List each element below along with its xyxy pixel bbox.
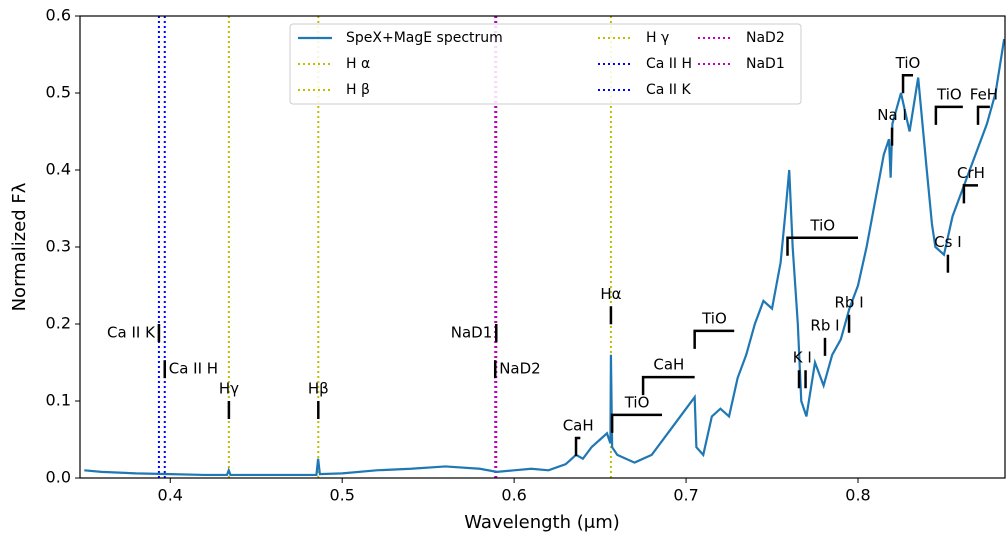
legend-label: NaD2: [746, 30, 785, 46]
feature-label: TiO: [895, 54, 921, 72]
feature-bracket: [786, 236, 858, 256]
legend-box: [289, 23, 802, 105]
x-axis-label: Wavelength (μm): [464, 512, 620, 533]
feature-label: Rb I: [834, 293, 863, 311]
legend-label: H α: [346, 56, 370, 72]
feature-label: NaD2: [499, 360, 541, 378]
feature-label: TiO: [624, 393, 650, 411]
feature-bracket: [901, 74, 914, 94]
feature-bracket: [693, 329, 735, 349]
feature-bracket: [610, 413, 662, 433]
feature-bracket: [641, 375, 695, 396]
x-tick-label: 0.4: [158, 486, 183, 505]
feature-label: Hα: [600, 285, 621, 303]
feature-label: Hβ: [308, 380, 329, 398]
spectrum-line: [84, 38, 1005, 477]
x-tick-label: 0.8: [845, 486, 870, 505]
y-tick-label: 0.5: [46, 83, 71, 102]
feature-label: Hγ: [219, 380, 239, 398]
feature-label: CaH: [653, 356, 684, 374]
feature-label: Ca II H: [169, 360, 218, 378]
feature-bracket: [976, 105, 990, 125]
feature-label: K I: [793, 349, 812, 367]
feature-label: Ca II K: [107, 324, 156, 342]
y-axis-label: Normalized Fλ: [9, 182, 30, 311]
legend-label: Ca II H: [646, 56, 692, 72]
x-tick-label: 0.5: [329, 486, 354, 505]
feature-label: TiO: [936, 85, 962, 103]
feature-label: CrH: [957, 164, 985, 182]
feature-label: CaH: [563, 416, 594, 434]
legend-label: H γ: [646, 30, 669, 46]
feature-label: FeH: [970, 85, 998, 103]
feature-marker: [797, 370, 807, 389]
feature-label: NaD1: [451, 324, 493, 342]
axes-frame: [79, 15, 1006, 479]
y-tick-label: 0.0: [46, 468, 71, 487]
feature-label: TiO: [809, 216, 835, 234]
y-tick-label: 0.4: [46, 160, 71, 179]
feature-bracket: [574, 436, 581, 456]
x-tick-label: 0.6: [501, 486, 526, 505]
legend-label: NaD1: [746, 56, 785, 72]
feature-bracket: [934, 105, 963, 125]
legend-label: Ca II K: [646, 82, 692, 98]
y-tick-label: 0.1: [46, 391, 71, 410]
legend-label: H β: [346, 82, 370, 98]
feature-label: TiO: [701, 309, 727, 327]
y-tick-label: 0.2: [46, 314, 71, 333]
x-tick-label: 0.7: [673, 486, 698, 505]
legend-label: SpeX+MagE spectrum: [346, 30, 503, 46]
feature-label: Cs I: [934, 233, 961, 251]
y-tick-label: 0.3: [46, 237, 71, 256]
feature-bracket: [962, 184, 979, 204]
y-tick-label: 0.6: [46, 6, 71, 25]
feature-label: Rb I: [810, 316, 839, 334]
feature-label: Na I: [877, 106, 907, 124]
